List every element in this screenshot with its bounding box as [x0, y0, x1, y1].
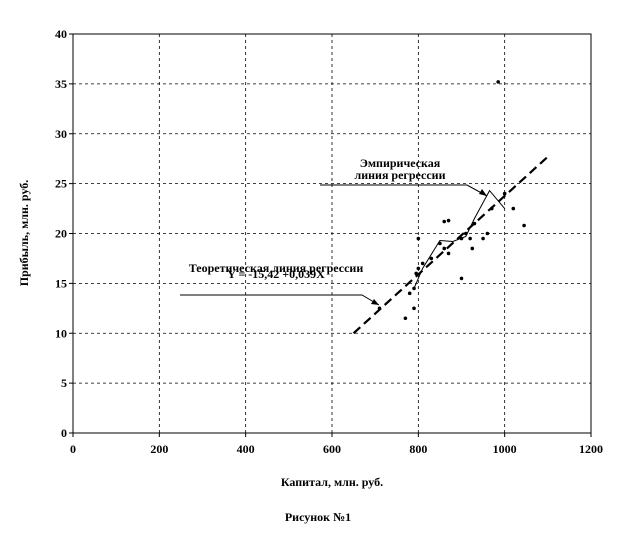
data-point [429, 256, 434, 261]
data-point [502, 191, 507, 196]
data-point [496, 80, 500, 84]
y-tick-label: 20 [55, 227, 67, 241]
data-point [420, 261, 425, 266]
x-tick-label: 800 [409, 442, 427, 456]
y-tick-label: 35 [55, 77, 67, 91]
x-tick-label: 400 [237, 442, 255, 456]
arrowhead [371, 299, 379, 305]
y-tick-label: 0 [61, 426, 67, 440]
y-axis-label: Прибыль, млн. руб. [17, 180, 31, 287]
y-tick-label: 15 [55, 276, 67, 290]
data-point [468, 236, 472, 241]
caption: Рисунок №1 [285, 510, 351, 524]
data-point [485, 231, 490, 236]
annotation: Y = -15,42 +0,039X [227, 267, 325, 281]
data-point [446, 218, 451, 223]
empirical-line [413, 189, 506, 289]
x-axis-label: Капитал, млн. руб. [281, 475, 383, 489]
x-tick-label: 0 [70, 442, 76, 456]
annotation: Теоретическая линия регрессии [189, 261, 364, 275]
x-tick-label: 600 [323, 442, 341, 456]
data-point [522, 223, 526, 228]
data-point [511, 206, 516, 211]
annotation: Эмпирическая линия регрессии [354, 156, 445, 182]
y-tick-label: 30 [55, 127, 67, 141]
y-tick-label: 40 [55, 27, 67, 41]
data-point [442, 219, 447, 224]
data-point [446, 251, 451, 256]
data-point [442, 246, 447, 251]
annotation-arrow [180, 294, 380, 306]
annotation-arrow [320, 184, 488, 197]
y-tick-label: 25 [55, 177, 67, 191]
data-point [481, 236, 485, 241]
regression-line [352, 155, 549, 335]
x-tick-label: 200 [150, 442, 168, 456]
data-point [416, 266, 421, 271]
data-point [412, 306, 416, 311]
data-point [403, 316, 408, 321]
data-point [470, 246, 475, 251]
x-tick-label: 1000 [493, 442, 517, 456]
y-tick-label: 5 [61, 376, 67, 390]
data-point [407, 291, 412, 296]
data-point [416, 236, 421, 241]
y-tick-label: 10 [55, 326, 67, 340]
x-tick-label: 1200 [579, 442, 603, 456]
data-point [459, 276, 464, 281]
arrowhead [479, 189, 487, 196]
